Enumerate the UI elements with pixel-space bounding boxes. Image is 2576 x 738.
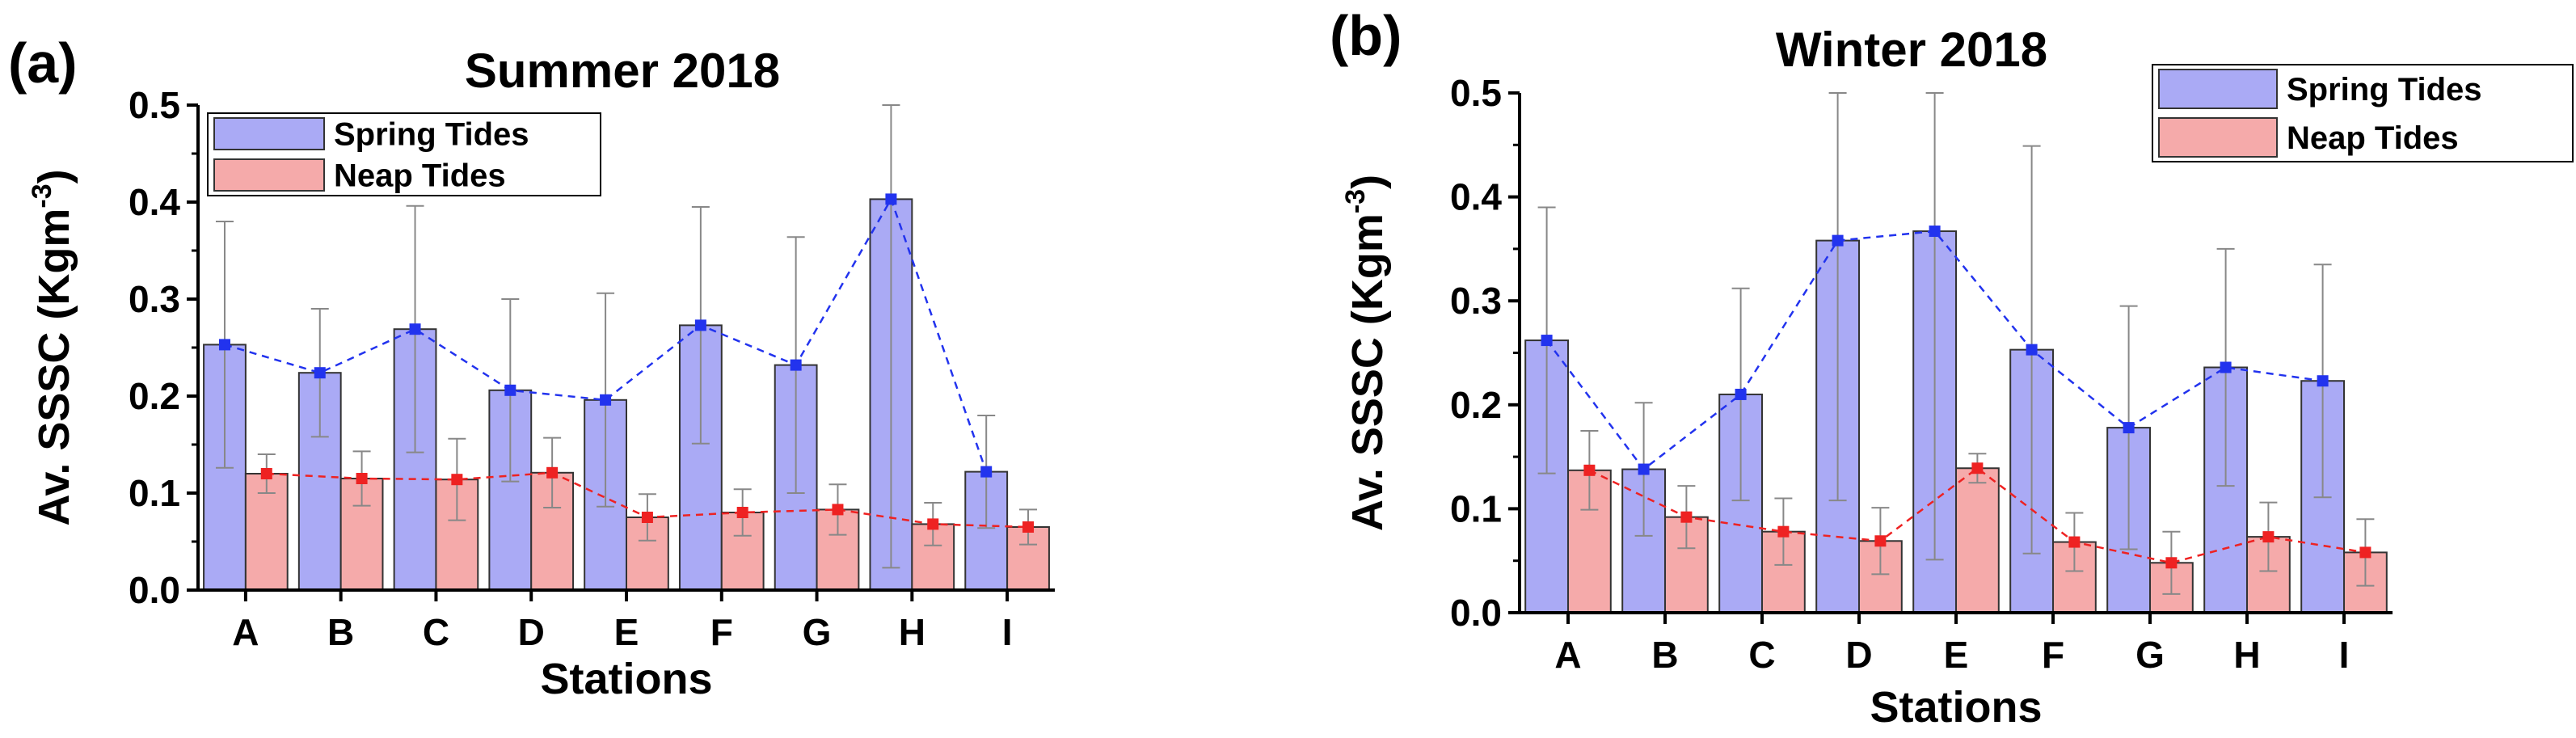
y-axis-title: Av. SSSC (Kgm-3) — [1340, 175, 1392, 531]
x-tick-label-C: C — [1748, 634, 1775, 676]
y-axis-title-suffix: ) — [1343, 175, 1392, 189]
x-tick-label-I: I — [1002, 611, 1013, 653]
x-tick-label-B: B — [1651, 634, 1678, 676]
x-tick-label-F: F — [2042, 634, 2064, 676]
point-neap-G — [2165, 557, 2178, 569]
y-tick-label: 0.3 — [129, 278, 180, 320]
legend-swatch-spring — [213, 117, 325, 150]
legend-swatch-neap — [213, 158, 325, 192]
point-spring-B — [314, 367, 326, 379]
bar-neap-G — [816, 508, 860, 592]
y-axis-title-prefix: Av. SSSC (Kgm — [30, 209, 78, 526]
point-neap-D — [1874, 535, 1887, 547]
point-spring-F — [694, 319, 706, 331]
point-neap-C — [451, 474, 463, 486]
x-tick-label-H: H — [899, 611, 925, 653]
y-axis-title-sup: -3 — [1340, 189, 1371, 213]
panel-summer: (a) Summer 2018 0.0 0.1 0.2 0.3 0.4 0.5 A B C D E F G H… — [8, 32, 1055, 703]
point-spring-D — [504, 384, 516, 396]
panel-winter: (b) Winter 2018 0.0 0.1 0.2 0.3 0.4 0.5 A B C D E F G H… — [1330, 4, 2574, 732]
chart-title: Summer 2018 — [465, 44, 780, 98]
y-axis-title-suffix: ) — [30, 169, 78, 183]
y-tick-label: 0.2 — [129, 375, 180, 417]
legend-label-neap: Neap Tides — [2287, 120, 2459, 156]
point-spring-A — [1541, 335, 1553, 347]
point-spring-E — [600, 394, 612, 406]
x-axis-title: Stations — [1870, 683, 2042, 732]
x-tick-label-A: A — [1554, 634, 1581, 676]
x-axis-title: Stations — [540, 655, 712, 703]
point-neap-F — [736, 507, 748, 518]
point-neap-D — [546, 466, 559, 479]
y-tick-label: 0.0 — [129, 569, 180, 611]
y-tick-label: 0.0 — [1450, 592, 1502, 634]
y-tick-label: 0.1 — [1450, 487, 1502, 529]
y-tick-label: 0.5 — [1450, 72, 1502, 114]
point-spring-G — [790, 359, 802, 371]
trend-line-neap — [1588, 466, 2366, 564]
x-tick-label-A: A — [232, 611, 259, 653]
x-tick-label-D: D — [1845, 634, 1872, 676]
point-spring-E — [1929, 226, 1941, 238]
x-tick-label-E: E — [1944, 634, 1969, 676]
x-tick-label-C: C — [423, 611, 449, 653]
trend-line-spring — [224, 196, 988, 473]
point-spring-H — [2220, 361, 2232, 373]
y-tick-label: 0.5 — [129, 84, 180, 126]
point-spring-F — [2026, 344, 2038, 356]
point-neap-E — [641, 512, 653, 523]
point-spring-I — [2317, 375, 2329, 387]
point-spring-D — [1832, 234, 1844, 247]
y-tick-label: 0.2 — [1450, 384, 1502, 426]
y-tick-label: 0.4 — [129, 181, 180, 223]
point-spring-G — [2123, 422, 2135, 434]
y-axis-title-prefix: Av. SSSC (Kgm — [1343, 213, 1392, 531]
bar-neap-E — [1955, 467, 2000, 614]
x-tick-label-I: I — [2339, 634, 2350, 676]
legend-swatch-spring — [2158, 69, 2278, 109]
point-spring-A — [218, 339, 230, 351]
x-tick-label-B: B — [327, 611, 354, 653]
x-tick-label-D: D — [518, 611, 545, 653]
point-neap-H — [2262, 531, 2275, 543]
panel-label: (a) — [8, 32, 78, 95]
x-tick-label-F: F — [710, 611, 733, 653]
point-neap-G — [832, 504, 844, 516]
point-neap-I — [2359, 546, 2372, 559]
point-neap-A — [260, 468, 272, 479]
y-tick-label: 0.1 — [129, 472, 180, 514]
point-spring-H — [885, 193, 897, 205]
y-tick-label: 0.4 — [1450, 176, 1502, 218]
point-neap-B — [1680, 511, 1693, 523]
point-spring-B — [1638, 463, 1650, 475]
x-tick-label-H: H — [2233, 634, 2260, 676]
legend-label-spring: Spring Tides — [2287, 72, 2482, 108]
point-neap-F — [2068, 536, 2081, 548]
x-tick-label-G: G — [2135, 634, 2165, 676]
point-neap-I — [1022, 521, 1035, 533]
legend-swatch-neap — [2158, 117, 2278, 158]
point-neap-C — [1777, 525, 1790, 538]
point-neap-H — [927, 518, 939, 530]
point-spring-C — [409, 323, 421, 335]
point-neap-B — [356, 473, 368, 484]
y-axis-title: Av. SSSC (Kgm-3) — [27, 169, 78, 525]
y-tick-label: 0.3 — [1450, 280, 1502, 322]
bar-neap-B — [1664, 516, 1709, 614]
y-axis-title-sup: -3 — [27, 183, 57, 208]
point-spring-I — [980, 466, 993, 478]
panel-label: (b) — [1330, 4, 1402, 67]
legend-label-spring: Spring Tides — [334, 117, 529, 153]
x-tick-label-G: G — [803, 611, 832, 653]
point-spring-C — [1735, 388, 1747, 400]
x-tick-label-E: E — [614, 611, 639, 653]
point-neap-A — [1583, 464, 1596, 476]
chart-title: Winter 2018 — [1776, 23, 2047, 77]
point-neap-E — [1971, 462, 1984, 474]
legend-label-neap: Neap Tides — [334, 158, 506, 194]
